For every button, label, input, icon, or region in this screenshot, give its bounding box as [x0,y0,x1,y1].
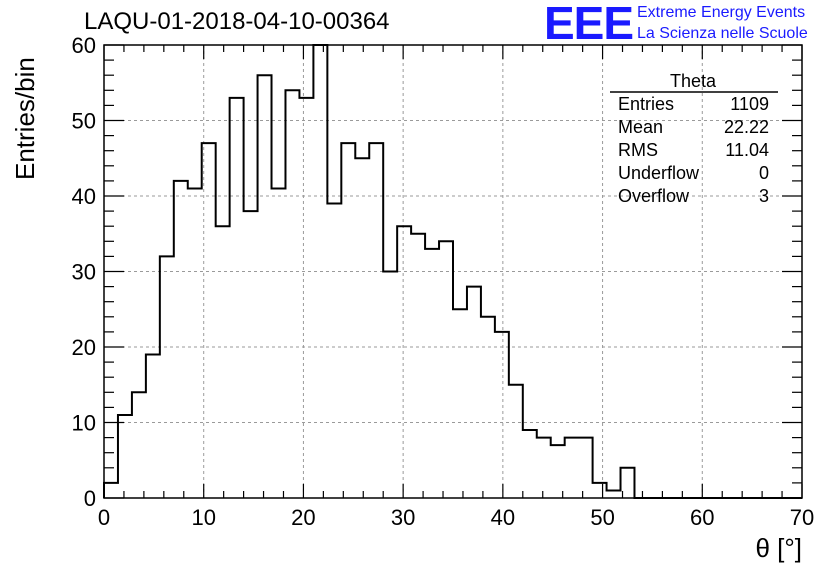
histogram-bin-25 [453,309,467,498]
stats-value-mean: 22.22 [724,117,769,137]
y-tick-label-50: 50 [72,109,96,134]
stats-box: Theta Entries 1109 Mean 22.22 RMS 11.04 Underf… [610,71,778,206]
histogram-bin-2 [132,392,146,498]
histogram-bin-14 [299,98,313,498]
histogram-bin-20 [383,272,397,499]
histogram-bin-18 [355,158,369,498]
x-tick-label-40: 40 [491,505,515,530]
histogram-bin-23 [425,249,439,498]
y-tick-label-0: 0 [84,486,96,511]
y-axis-label: Entries/bin [10,57,40,180]
histogram-bin-5 [174,181,188,498]
stats-value-entries: 1109 [730,94,769,114]
histogram-bin-34 [579,438,593,498]
y-tick-label-40: 40 [72,184,96,209]
histogram-outline [103,44,802,499]
histogram-bin-3 [146,355,160,498]
stats-label-rms: RMS [618,140,658,160]
stats-label-underflow: Underflow [618,163,700,183]
histogram-bin-32 [551,445,565,498]
histogram-bin-6 [188,188,202,498]
x-tick-label-70: 70 [790,505,814,530]
x-tick-label-50: 50 [590,505,614,530]
stats-label-mean: Mean [618,117,663,137]
logo-line-2: La Scienza nelle Scuole [637,25,808,42]
histogram-bin-35 [593,483,607,498]
histogram-bin-22 [411,234,425,498]
x-tick-labels: 0 10 20 30 40 50 60 70 [98,505,814,530]
histogram-bin-16 [327,204,341,498]
stats-label-entries: Entries [618,94,674,114]
y-tick-label-10: 10 [72,411,96,436]
logo-line-1: Extreme Energy Events [637,4,806,21]
histogram-bin-9 [230,98,244,498]
y-tick-label-60: 60 [72,33,96,58]
histogram-bin-27 [481,317,495,498]
stats-rows: Entries 1109 Mean 22.22 RMS 11.04 Underflow 0 Ov… [618,94,769,206]
x-tick-label-10: 10 [191,505,215,530]
histogram-bin-29 [509,385,523,498]
x-tick-label-0: 0 [98,505,110,530]
histogram-bin-11 [258,75,272,498]
stats-value-overflow: 3 [759,186,769,206]
chart-title: LAQU-01-2018-04-10-00364 [84,8,390,35]
histogram-bin-8 [216,226,230,498]
histogram-bin-28 [495,332,509,498]
y-tick-labels: 0 10 20 30 40 50 60 [72,33,96,511]
y-tick-label-30: 30 [72,260,96,285]
stats-value-rms: 11.04 [725,140,769,160]
histogram-bin-24 [439,241,453,498]
stats-value-underflow: 0 [759,163,769,183]
histogram-bin-1 [118,415,132,498]
histogram-bin-0 [104,483,118,498]
stats-label-overflow: Overflow [618,186,690,206]
y-axis-label-container: Entries/bin [6,57,40,232]
histogram-bin-31 [537,438,551,498]
histogram-bin-30 [523,430,537,498]
histogram-bin-12 [272,188,286,498]
histogram-bin-10 [244,211,258,498]
plot-frame [103,44,803,499]
histogram-bin-13 [285,90,299,498]
x-axis-label: θ [°] [755,533,802,563]
eee-logo-mark: EEE [544,0,634,49]
histogram-bin-33 [565,438,579,498]
y-tick-label-20: 20 [72,335,96,360]
stats-title: Theta [670,71,717,91]
x-tick-label-60: 60 [690,505,714,530]
histogram-bin-21 [397,226,411,498]
histogram-bin-17 [341,143,355,498]
x-tick-label-20: 20 [291,505,315,530]
histogram-bin-4 [160,256,174,498]
histogram-bin-26 [467,287,481,498]
histogram-bin-36 [607,490,621,498]
x-tick-label-30: 30 [391,505,415,530]
